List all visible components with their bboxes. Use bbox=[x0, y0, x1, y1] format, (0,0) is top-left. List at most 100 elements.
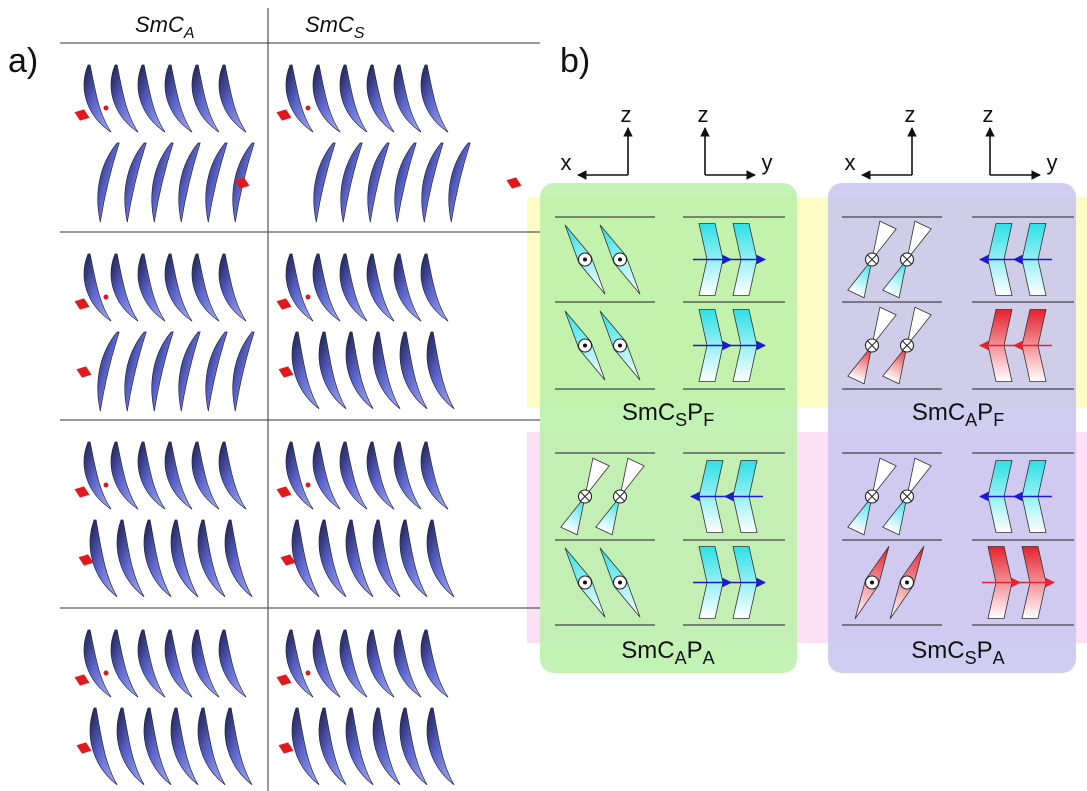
molecule bbox=[312, 253, 341, 322]
phase-base: SmC bbox=[912, 399, 965, 426]
molecule bbox=[584, 457, 610, 497]
phase-sub: A bbox=[675, 648, 687, 668]
marker-dot bbox=[305, 105, 311, 111]
molecule bbox=[205, 331, 228, 412]
symbol-cross bbox=[902, 340, 912, 351]
molecule bbox=[448, 142, 471, 223]
molecule bbox=[164, 629, 193, 698]
axis-label: y bbox=[762, 150, 773, 175]
marker-dot bbox=[103, 482, 109, 488]
marker bbox=[276, 298, 292, 310]
molecule bbox=[313, 142, 336, 223]
phase-base: SmC bbox=[622, 399, 675, 426]
molecule bbox=[426, 519, 455, 598]
molecule bbox=[164, 253, 193, 322]
phase-sub: F bbox=[703, 410, 714, 430]
molecule bbox=[116, 707, 145, 786]
molecule bbox=[339, 64, 368, 133]
molecule bbox=[285, 64, 314, 133]
marker bbox=[276, 109, 292, 121]
molecule bbox=[366, 64, 395, 133]
molecule bbox=[170, 707, 199, 786]
molecule bbox=[285, 629, 314, 698]
axis-label: z bbox=[905, 102, 916, 127]
axis-label: y bbox=[1047, 150, 1058, 175]
molecule bbox=[164, 64, 193, 133]
molecule bbox=[882, 345, 908, 385]
marker bbox=[74, 109, 90, 121]
symbol-dot bbox=[618, 343, 622, 348]
phase-label: SmCAPA bbox=[621, 637, 714, 668]
molecule bbox=[312, 441, 341, 510]
marker-dot bbox=[305, 294, 311, 300]
axis-label: z bbox=[621, 102, 632, 127]
marker bbox=[76, 366, 92, 378]
molecule bbox=[224, 519, 253, 598]
phase-sub: A bbox=[993, 648, 1005, 668]
phase-base: P bbox=[977, 637, 993, 664]
symbol-dot bbox=[583, 343, 587, 348]
header-sub: A bbox=[183, 25, 195, 42]
molecule bbox=[426, 707, 455, 786]
molecule bbox=[394, 142, 417, 223]
symbol-cross bbox=[615, 491, 625, 502]
header-base: SmC bbox=[305, 12, 354, 37]
molecule bbox=[191, 64, 220, 133]
molecule bbox=[116, 519, 145, 598]
molecule bbox=[124, 142, 147, 223]
molecule bbox=[83, 441, 112, 510]
symbol-dot bbox=[905, 580, 909, 585]
header-sub: S bbox=[354, 25, 365, 42]
molecule bbox=[218, 629, 247, 698]
molecule bbox=[420, 253, 449, 322]
molecule bbox=[318, 331, 347, 410]
axis-label: x bbox=[845, 150, 856, 175]
phase-sub: A bbox=[965, 410, 977, 430]
molecule bbox=[137, 64, 166, 133]
molecule bbox=[366, 629, 395, 698]
symbol-cross bbox=[867, 491, 877, 502]
molecule bbox=[285, 253, 314, 322]
phase-base: P bbox=[977, 399, 993, 426]
molecule bbox=[83, 253, 112, 322]
phase-base: SmC bbox=[621, 637, 674, 664]
molecule bbox=[847, 496, 873, 536]
marker-dot bbox=[103, 294, 109, 300]
molecule bbox=[137, 629, 166, 698]
molecule bbox=[340, 142, 363, 223]
molecule bbox=[164, 441, 193, 510]
molecule bbox=[178, 331, 201, 412]
molecule bbox=[151, 142, 174, 223]
symbol-dot bbox=[583, 580, 587, 585]
molecule bbox=[285, 441, 314, 510]
phase-sub: S bbox=[675, 410, 687, 430]
marker-dot bbox=[305, 482, 311, 488]
symbol-cross bbox=[902, 254, 912, 265]
molecule bbox=[143, 519, 172, 598]
symbol-dot bbox=[618, 580, 622, 585]
phase-base: P bbox=[687, 399, 703, 426]
molecule bbox=[906, 220, 932, 260]
symbol-cross bbox=[902, 491, 912, 502]
molecule bbox=[595, 496, 621, 536]
molecule bbox=[871, 306, 897, 346]
molecule bbox=[339, 441, 368, 510]
molecule bbox=[97, 142, 120, 223]
molecule bbox=[372, 707, 401, 786]
marker bbox=[74, 298, 90, 310]
molecule bbox=[191, 629, 220, 698]
molecule bbox=[137, 441, 166, 510]
marker bbox=[78, 554, 94, 566]
molecule bbox=[345, 707, 374, 786]
molecule bbox=[871, 220, 897, 260]
phase-sub: S bbox=[965, 648, 977, 668]
molecule bbox=[560, 496, 586, 536]
phase-label: SmCSPA bbox=[911, 637, 1004, 668]
molecule bbox=[291, 707, 320, 786]
molecule bbox=[312, 64, 341, 133]
molecule bbox=[110, 629, 139, 698]
molecule bbox=[83, 64, 112, 133]
molecule bbox=[619, 457, 645, 497]
molecule bbox=[393, 64, 422, 133]
molecule bbox=[97, 331, 120, 412]
